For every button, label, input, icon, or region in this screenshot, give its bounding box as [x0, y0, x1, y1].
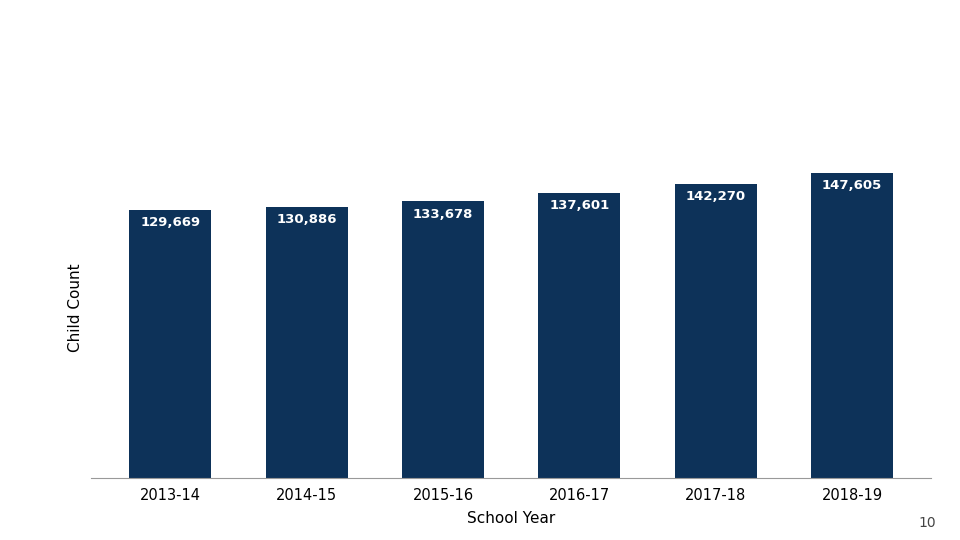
Text: 2014-2018: 2014-2018: [409, 75, 551, 98]
Text: 137,601: 137,601: [549, 199, 610, 213]
Bar: [130, 210, 211, 478]
Text: 133,678: 133,678: [413, 207, 473, 221]
Bar: [402, 201, 484, 478]
Y-axis label: Child Count: Child Count: [68, 263, 83, 352]
Text: 142,270: 142,270: [685, 190, 746, 203]
Text: 130,886: 130,886: [276, 213, 337, 226]
X-axis label: School Year: School Year: [468, 511, 555, 526]
Text: 10: 10: [919, 516, 936, 530]
Text: Students with Disabilities—Total Child Count, Birth to 21: Students with Disabilities—Total Child C…: [103, 30, 857, 54]
Bar: [266, 207, 348, 478]
Text: 147,605: 147,605: [822, 179, 882, 192]
Bar: [539, 193, 620, 478]
Bar: [675, 184, 756, 478]
Text: 129,669: 129,669: [140, 216, 201, 229]
Bar: [811, 173, 893, 478]
